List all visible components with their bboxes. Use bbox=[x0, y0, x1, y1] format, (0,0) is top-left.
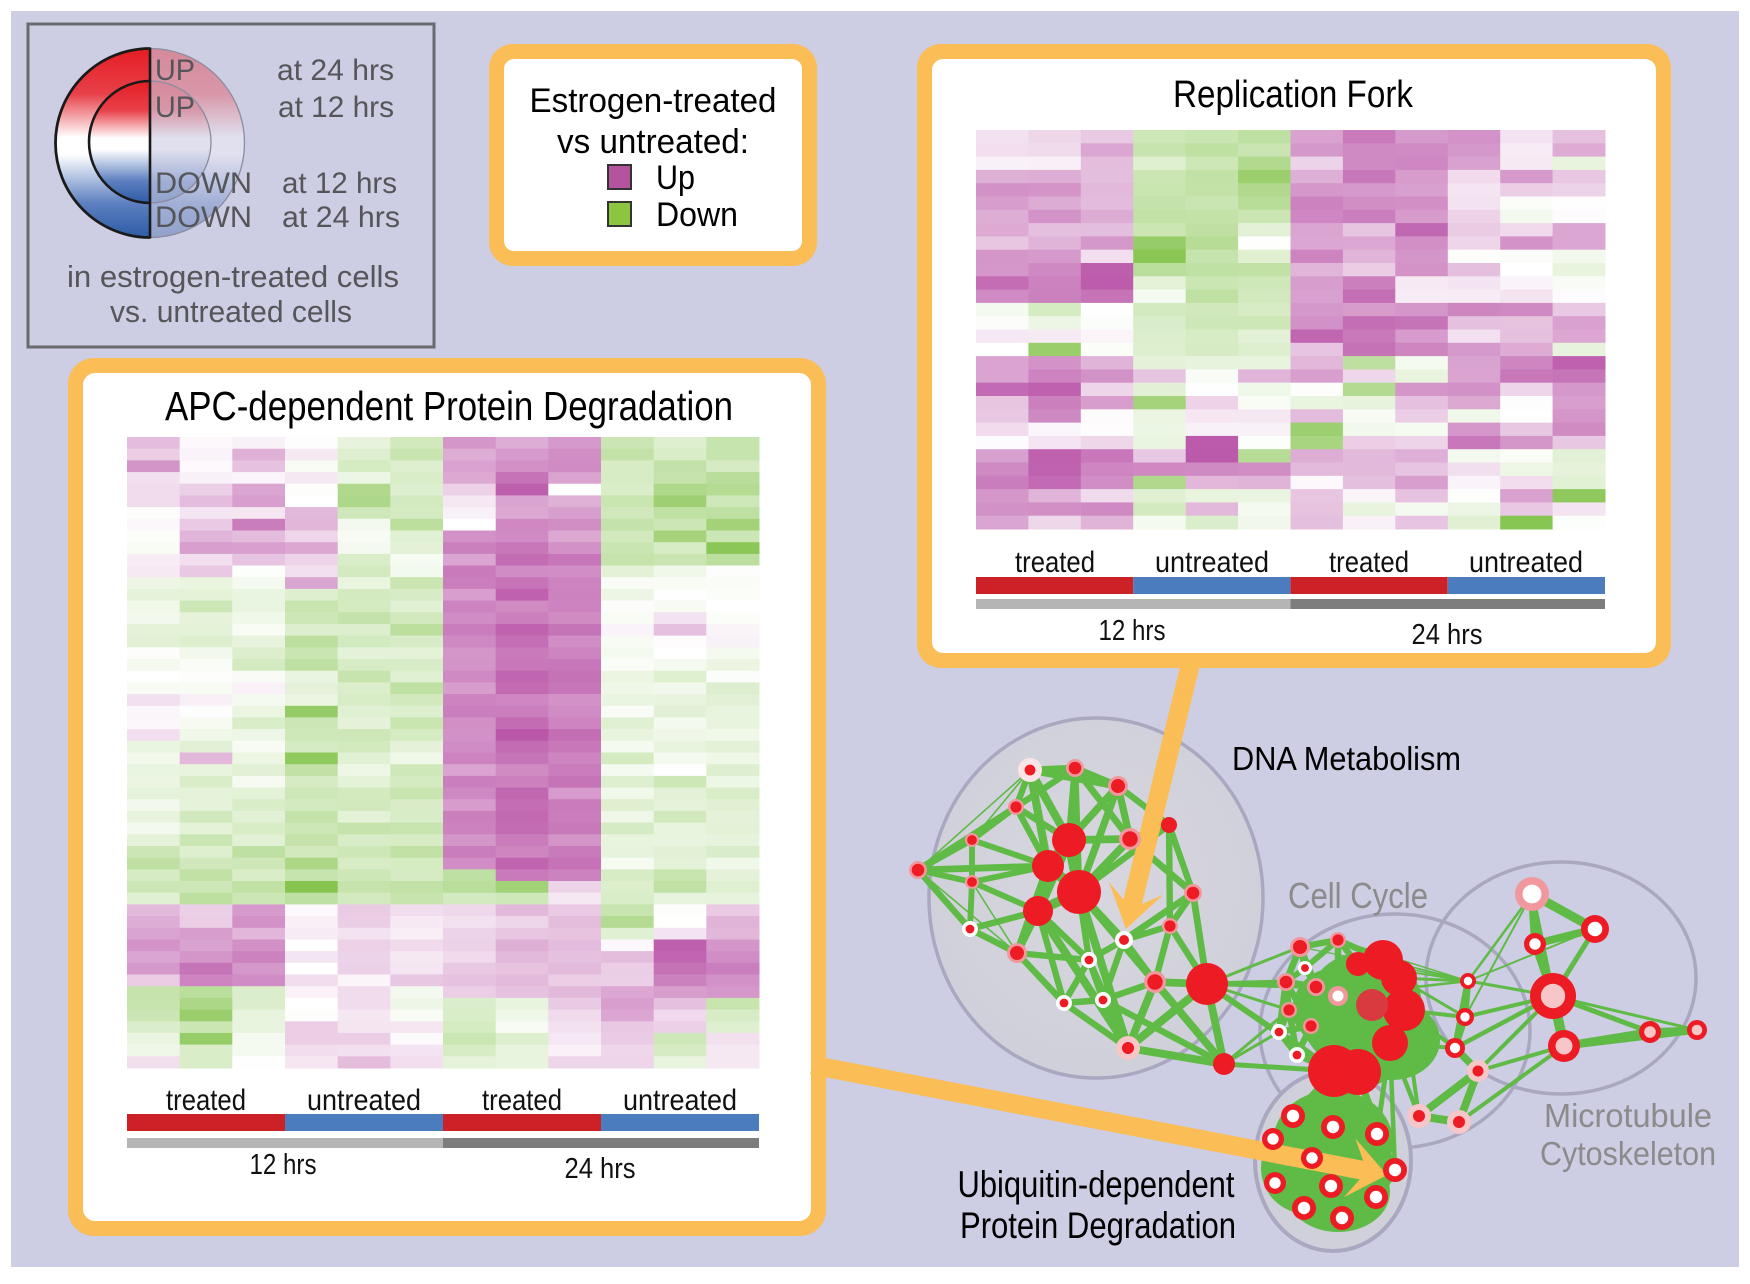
svg-text:Protein Degradation: Protein Degradation bbox=[960, 1205, 1236, 1246]
svg-text:APC-dependent Protein Degradat: APC-dependent Protein Degradation bbox=[165, 383, 733, 429]
svg-text:at 24 hrs: at 24 hrs bbox=[282, 201, 400, 234]
svg-text:24 hrs: 24 hrs bbox=[565, 1153, 636, 1185]
svg-text:Replication Fork: Replication Fork bbox=[1173, 74, 1414, 116]
svg-text:treated: treated bbox=[1015, 546, 1095, 579]
svg-text:in estrogen-treated cells: in estrogen-treated cells bbox=[67, 259, 399, 294]
svg-text:Microtubule: Microtubule bbox=[1544, 1097, 1712, 1134]
svg-text:Down: Down bbox=[656, 196, 738, 234]
svg-text:UP: UP bbox=[155, 91, 195, 124]
svg-text:treated: treated bbox=[482, 1084, 562, 1117]
svg-text:vs untreated:: vs untreated: bbox=[557, 123, 749, 161]
svg-text:12 hrs: 12 hrs bbox=[1099, 615, 1166, 647]
svg-text:DNA Metabolism: DNA Metabolism bbox=[1232, 740, 1461, 777]
svg-text:treated: treated bbox=[166, 1084, 246, 1117]
svg-text:untreated: untreated bbox=[1469, 546, 1583, 579]
svg-text:untreated: untreated bbox=[307, 1084, 421, 1117]
svg-text:untreated: untreated bbox=[623, 1084, 737, 1117]
svg-text:at 12 hrs: at 12 hrs bbox=[278, 91, 394, 124]
svg-text:Ubiquitin-dependent: Ubiquitin-dependent bbox=[958, 1164, 1236, 1205]
svg-text:Cytoskeleton: Cytoskeleton bbox=[1540, 1135, 1716, 1172]
svg-text:24 hrs: 24 hrs bbox=[1412, 619, 1483, 651]
svg-text:at 24 hrs: at 24 hrs bbox=[277, 54, 394, 87]
svg-text:Up: Up bbox=[656, 159, 695, 197]
svg-text:UP: UP bbox=[155, 54, 195, 87]
svg-text:Estrogen-treated: Estrogen-treated bbox=[530, 82, 777, 120]
svg-text:12 hrs: 12 hrs bbox=[250, 1149, 317, 1181]
svg-text:DOWN: DOWN bbox=[155, 201, 252, 234]
svg-text:Cell Cycle: Cell Cycle bbox=[1288, 875, 1428, 916]
svg-text:vs. untreated cells: vs. untreated cells bbox=[110, 294, 352, 329]
svg-text:DOWN: DOWN bbox=[155, 167, 252, 200]
svg-text:untreated: untreated bbox=[1155, 546, 1269, 579]
svg-text:at 12 hrs: at 12 hrs bbox=[282, 167, 397, 200]
svg-text:treated: treated bbox=[1329, 546, 1409, 579]
